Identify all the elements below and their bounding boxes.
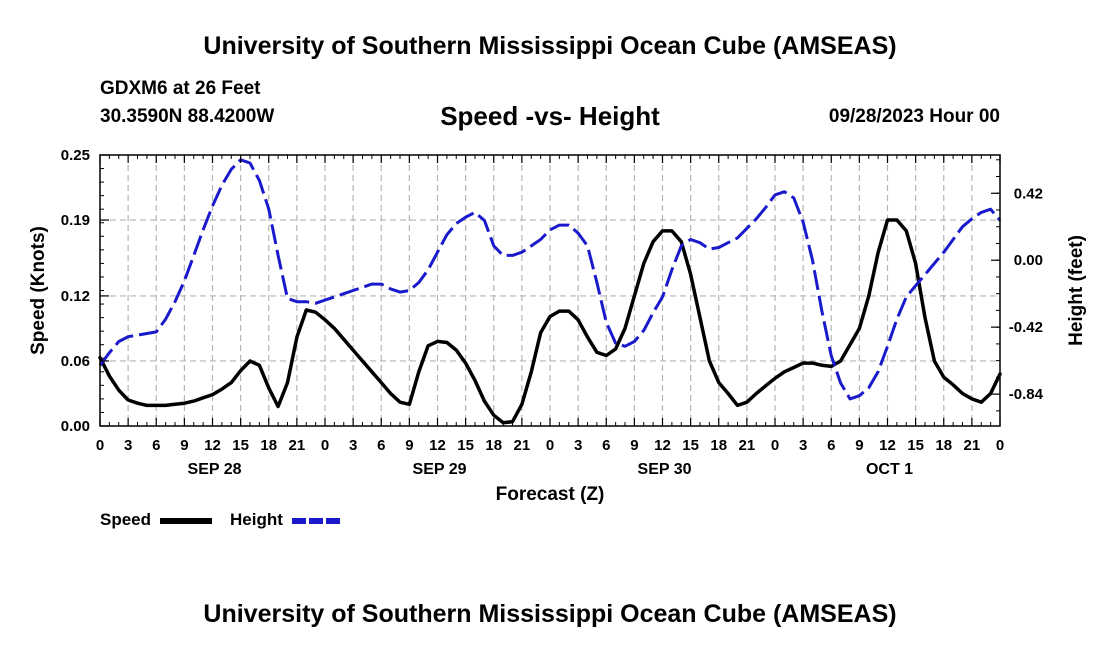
y2-tick-label: -0.42 <box>1009 319 1043 336</box>
day-label: SEP 30 <box>638 461 692 478</box>
x-tick-label: 12 <box>654 437 671 454</box>
grid-lines <box>100 155 1000 426</box>
legend-speed-swatch <box>160 518 212 524</box>
x-tick-label: 6 <box>152 437 160 454</box>
x-tick-label: 21 <box>739 437 756 454</box>
x-tick-label: 6 <box>377 437 385 454</box>
y-tick-label: 0.19 <box>61 212 90 229</box>
x-tick-label: 12 <box>879 437 896 454</box>
x-tick-label: 0 <box>96 437 104 454</box>
speed-height-chart: 0 3 6 9 12 15 18 21 0 3 6 9 12 15 18 21 0 3 6 9 12 15 18 21 0 3 6 9… <box>28 147 1087 505</box>
x-tick-label: 15 <box>232 437 249 454</box>
y2-axis-title: Height (feet) <box>1066 235 1087 346</box>
x-tick-label: 15 <box>457 437 474 454</box>
date-label: 09/28/2023 Hour 00 <box>828 106 1000 127</box>
y-tick-label: 0.12 <box>61 288 90 305</box>
x-tick-label: 3 <box>124 437 132 454</box>
y-axis-title: Speed (Knots) <box>28 226 49 355</box>
x-tick-label: 15 <box>907 437 924 454</box>
x-tick-label: 3 <box>349 437 357 454</box>
x-tick-label: 21 <box>289 437 306 454</box>
legend-height-label: Height <box>230 510 283 529</box>
legend-speed-label: Speed <box>100 510 152 529</box>
x-tick-label: 18 <box>260 437 277 454</box>
x-tick-label: 3 <box>799 437 807 454</box>
y2-tick-label: -0.84 <box>1009 386 1044 403</box>
x-tick-label: 12 <box>429 437 446 454</box>
x-tick-label: 18 <box>935 437 952 454</box>
series-line-speed <box>98 218 1002 425</box>
x-tick-label: 9 <box>855 437 863 454</box>
x-axis-title: Forecast (Z) <box>496 484 605 505</box>
x-tick-label: 0 <box>771 437 779 454</box>
day-label: OCT 1 <box>866 461 913 478</box>
x-tick-label: 6 <box>602 437 610 454</box>
page-title-bottom: University of Southern Mississippi Ocean… <box>203 600 897 628</box>
x-tick-label: 9 <box>180 437 188 454</box>
chart-title: Speed -vs- Height <box>440 101 660 131</box>
x-tick-label: 18 <box>485 437 502 454</box>
x-tick-label: 18 <box>710 437 727 454</box>
y-tick-label: 0.25 <box>61 147 90 164</box>
location-label: 30.3590N 88.4200W <box>100 106 275 127</box>
day-label: SEP 29 <box>413 461 467 478</box>
x-tick-label: 21 <box>964 437 981 454</box>
x-tick-label: 15 <box>682 437 699 454</box>
series-line-height <box>98 158 1002 401</box>
day-label: SEP 28 <box>188 461 242 478</box>
x-tick-label: 0 <box>546 437 554 454</box>
x-tick-label: 0 <box>321 437 329 454</box>
x-tick-label: 0 <box>996 437 1004 454</box>
x-tick-label: 6 <box>827 437 835 454</box>
x-tick-label: 3 <box>574 437 582 454</box>
y2-tick-label: 0.00 <box>1014 252 1043 269</box>
station-label: GDXM6 at 26 Feet <box>100 78 261 99</box>
y-tick-label: 0.06 <box>61 353 90 370</box>
y2-tick-label: 0.42 <box>1014 185 1043 202</box>
legend-height-swatch <box>292 518 342 524</box>
x-tick-label: 21 <box>514 437 531 454</box>
page-title-top: University of Southern Mississippi Ocean… <box>203 32 897 60</box>
x-tick-label: 9 <box>630 437 638 454</box>
x-tick-label: 12 <box>204 437 221 454</box>
y-tick-label: 0.00 <box>61 418 90 435</box>
x-tick-label: 9 <box>405 437 413 454</box>
